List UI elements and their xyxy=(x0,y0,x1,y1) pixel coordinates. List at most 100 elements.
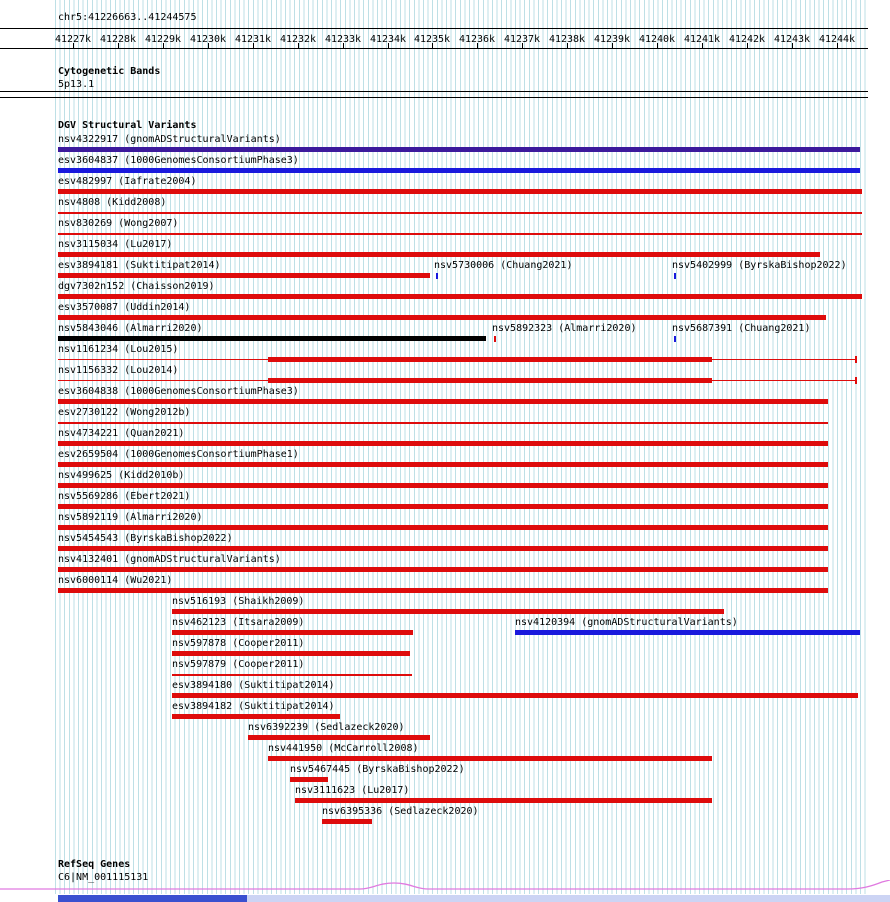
variant-label[interactable]: nsv5454543 (ByrskaBishop2022) xyxy=(58,533,233,544)
variant-bar[interactable] xyxy=(58,273,430,278)
variant-label[interactable]: esv3894182 (Suktitipat2014) xyxy=(172,701,335,712)
variant-label[interactable]: nsv4808 (Kidd2008) xyxy=(58,197,167,208)
variant-bar[interactable] xyxy=(172,609,724,614)
variant-bar[interactable] xyxy=(172,651,410,656)
variant-bar[interactable] xyxy=(58,525,828,530)
variant-bar[interactable] xyxy=(172,674,412,676)
ruler-tick-label: 41240k xyxy=(638,34,676,45)
variant-bar[interactable] xyxy=(58,399,828,404)
ruler-tick-mark xyxy=(477,43,478,48)
variant-bar[interactable] xyxy=(58,233,862,235)
ruler-tick-mark xyxy=(522,43,523,48)
variant-label[interactable]: nsv3115034 (Lu2017) xyxy=(58,239,173,250)
ruler-tick-mark xyxy=(792,43,793,48)
variant-label[interactable]: nsv1156332 (Lou2014) xyxy=(58,365,179,376)
variant-label[interactable]: nsv5687391 (Chuang2021) xyxy=(672,323,811,334)
variant-bar[interactable] xyxy=(58,168,860,173)
ruler-tick-label: 41227k xyxy=(54,34,92,45)
ruler-tick-mark xyxy=(432,43,433,48)
variant-bar[interactable] xyxy=(58,504,828,509)
variant-label[interactable]: nsv3111623 (Lu2017) xyxy=(295,785,410,796)
variant-bar[interactable] xyxy=(494,336,496,342)
variant-label[interactable]: nsv6392239 (Sedlazeck2020) xyxy=(248,722,405,733)
variant-bar[interactable] xyxy=(515,630,860,635)
variant-bar[interactable] xyxy=(58,189,862,194)
variant-label[interactable]: nsv516193 (Shaikh2009) xyxy=(172,596,305,607)
variant-bar[interactable] xyxy=(674,336,676,342)
variant-bar[interactable] xyxy=(855,356,857,363)
variant-bar[interactable] xyxy=(58,546,828,551)
variant-bar[interactable] xyxy=(58,294,862,299)
variant-label[interactable]: nsv1161234 (Lou2015) xyxy=(58,344,179,355)
refseq-gene-label[interactable]: C6|NM_001115131 xyxy=(58,872,149,883)
variant-label[interactable]: nsv5467445 (ByrskaBishop2022) xyxy=(290,764,465,775)
variant-bar[interactable] xyxy=(58,212,862,214)
variant-bar[interactable] xyxy=(58,252,820,257)
variant-bar[interactable] xyxy=(712,380,856,381)
variant-label[interactable]: nsv5402999 (ByrskaBishop2022) xyxy=(672,260,847,271)
ruler-tick-label: 41234k xyxy=(369,34,407,45)
variant-label[interactable]: dgv7302n152 (Chaisson2019) xyxy=(58,281,215,292)
ruler-tick-mark xyxy=(253,43,254,48)
variant-bar[interactable] xyxy=(58,462,828,467)
variant-label[interactable]: nsv5892323 (Almarri2020) xyxy=(492,323,637,334)
ruler-tick-mark xyxy=(837,43,838,48)
variant-bar[interactable] xyxy=(322,819,372,824)
variant-label[interactable]: nsv4734221 (Quan2021) xyxy=(58,428,185,439)
variant-bar[interactable] xyxy=(436,273,438,279)
variant-bar[interactable] xyxy=(58,588,828,593)
variant-label[interactable]: nsv4132401 (gnomADStructuralVariants) xyxy=(58,554,281,565)
variant-bar[interactable] xyxy=(58,147,860,152)
variant-label[interactable]: nsv597878 (Cooper2011) xyxy=(172,638,305,649)
ruler-tick-label: 41244k xyxy=(818,34,856,45)
variant-label[interactable]: nsv462123 (Itsara2009) xyxy=(172,617,305,628)
ruler-tick-mark xyxy=(702,43,703,48)
variant-label[interactable]: nsv5569286 (Ebert2021) xyxy=(58,491,191,502)
variant-label[interactable]: nsv6395336 (Sedlazeck2020) xyxy=(322,806,479,817)
variant-bar[interactable] xyxy=(58,567,828,572)
variant-bar[interactable] xyxy=(248,735,430,740)
variant-bar[interactable] xyxy=(712,359,856,360)
variant-bar[interactable] xyxy=(295,798,712,803)
variant-bar[interactable] xyxy=(172,714,340,719)
variant-bar[interactable] xyxy=(674,273,676,279)
variant-bar[interactable] xyxy=(855,377,857,384)
variant-label[interactable]: esv3604838 (1000GenomesConsortiumPhase3) xyxy=(58,386,299,397)
variant-label[interactable]: esv2730122 (Wong2012b) xyxy=(58,407,191,418)
variant-bar[interactable] xyxy=(58,422,828,424)
ruler-tick-mark xyxy=(118,43,119,48)
variant-label[interactable]: nsv5892119 (Almarri2020) xyxy=(58,512,203,523)
variant-label[interactable]: esv3894180 (Suktitipat2014) xyxy=(172,680,335,691)
variant-bar[interactable] xyxy=(58,336,486,341)
variant-label[interactable]: nsv4120394 (gnomADStructuralVariants) xyxy=(515,617,738,628)
variant-label[interactable]: esv3894181 (Suktitipat2014) xyxy=(58,260,221,271)
variant-label[interactable]: nsv5843046 (Almarri2020) xyxy=(58,323,203,334)
variant-bar[interactable] xyxy=(268,756,712,761)
variant-bar[interactable] xyxy=(172,693,858,698)
variant-label[interactable]: esv482997 (Iafrate2004) xyxy=(58,176,197,187)
variant-label[interactable]: esv2659504 (1000GenomesConsortiumPhase1) xyxy=(58,449,299,460)
variant-label[interactable]: nsv6000114 (Wu2021) xyxy=(58,575,173,586)
variant-label[interactable]: esv3570087 (Uddin2014) xyxy=(58,302,191,313)
variant-bar[interactable] xyxy=(172,630,413,635)
variant-label[interactable]: nsv441950 (McCarroll2008) xyxy=(268,743,419,754)
variant-label[interactable]: nsv5730006 (Chuang2021) xyxy=(434,260,573,271)
scrollbar-track[interactable] xyxy=(58,895,890,902)
variant-label[interactable]: nsv4322917 (gnomADStructuralVariants) xyxy=(58,134,281,145)
variant-bar[interactable] xyxy=(58,380,268,381)
dgv-section-title: DGV Structural Variants xyxy=(58,120,197,131)
variant-bar[interactable] xyxy=(58,483,828,488)
variant-bar[interactable] xyxy=(290,777,328,782)
variant-bar[interactable] xyxy=(58,441,828,446)
ruler-tick-label: 41243k xyxy=(773,34,811,45)
scrollbar-thumb[interactable] xyxy=(58,895,247,902)
variant-label[interactable]: esv3604837 (1000GenomesConsortiumPhase3) xyxy=(58,155,299,166)
variant-label[interactable]: nsv830269 (Wong2007) xyxy=(58,218,179,229)
refseq-section-title: RefSeq Genes xyxy=(58,859,131,870)
variant-bar[interactable] xyxy=(268,378,712,383)
variant-bar[interactable] xyxy=(268,357,712,362)
variant-bar[interactable] xyxy=(58,359,268,360)
variant-label[interactable]: nsv499625 (Kidd2010b) xyxy=(58,470,185,481)
variant-label[interactable]: nsv597879 (Cooper2011) xyxy=(172,659,305,670)
variant-bar[interactable] xyxy=(58,315,826,320)
